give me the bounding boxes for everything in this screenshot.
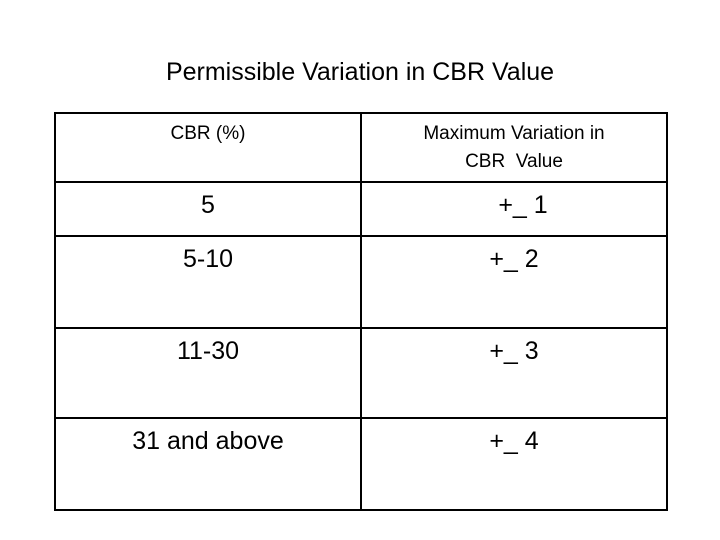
cbr-cell: 5 xyxy=(54,181,362,237)
header-row: CBR (%) Maximum Variation in CBR Value xyxy=(54,112,668,183)
slide-title: Permissible Variation in CBR Value xyxy=(165,58,555,86)
cbr-cell: 5-10 xyxy=(54,235,362,329)
variation-cell: +_ 3 xyxy=(360,327,668,419)
table-row: 5-10 +_ 2 xyxy=(54,235,668,329)
cbr-cell: 11-30 xyxy=(54,327,362,419)
variation-cell: +_ 1 xyxy=(360,181,668,237)
cbr-table: CBR (%) Maximum Variation in CBR Value 5… xyxy=(54,112,668,511)
variation-cell: +_ 2 xyxy=(360,235,668,329)
cbr-cell: 31 and above xyxy=(54,417,362,511)
table-row: 31 and above +_ 4 xyxy=(54,417,668,511)
table-row: 5 +_ 1 xyxy=(54,181,668,237)
table-row: 11-30 +_ 3 xyxy=(54,327,668,419)
variation-cell: +_ 4 xyxy=(360,417,668,511)
header-cell: Maximum Variation in CBR Value xyxy=(360,112,668,183)
header-cell: CBR (%) xyxy=(54,112,362,183)
